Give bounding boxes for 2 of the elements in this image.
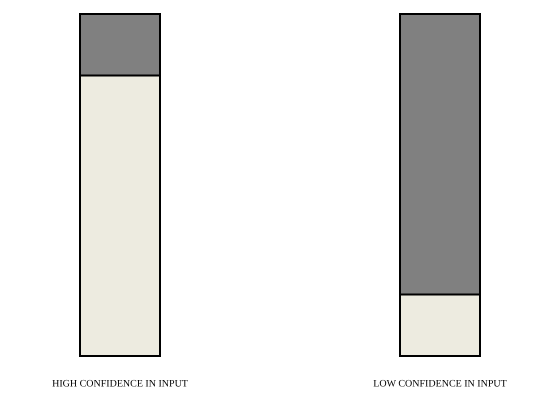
- x-tick-label: LOW CONFIDENCE IN INPUT: [373, 378, 507, 390]
- x-tick-label: HIGH CONFIDENCE IN INPUT: [52, 378, 188, 390]
